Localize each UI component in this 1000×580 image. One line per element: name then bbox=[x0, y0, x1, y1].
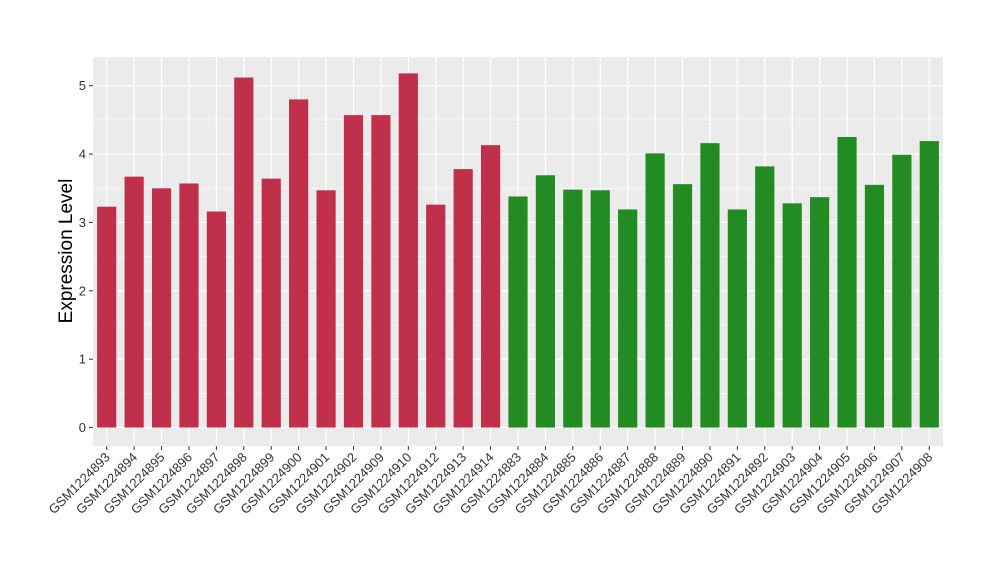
bar bbox=[289, 99, 309, 428]
bar bbox=[755, 166, 775, 428]
y-tick-label: 0 bbox=[79, 420, 86, 435]
y-tick-label: 5 bbox=[79, 78, 86, 93]
bar bbox=[97, 206, 117, 428]
bar bbox=[919, 141, 939, 428]
bar bbox=[508, 196, 528, 428]
bar bbox=[864, 184, 885, 428]
bar bbox=[782, 203, 802, 428]
bar bbox=[398, 73, 418, 428]
bar bbox=[810, 197, 830, 428]
y-tick-label: 1 bbox=[79, 352, 86, 367]
bar bbox=[206, 211, 226, 428]
bars bbox=[97, 73, 939, 428]
bar bbox=[124, 176, 144, 428]
bar bbox=[563, 189, 583, 428]
bar bbox=[480, 145, 501, 428]
bar bbox=[837, 136, 857, 428]
bar bbox=[426, 204, 446, 428]
bar bbox=[343, 115, 364, 428]
bar bbox=[892, 154, 912, 428]
y-tick-label: 2 bbox=[79, 283, 86, 298]
y-axis-title: Expression Level bbox=[56, 179, 77, 324]
bar bbox=[316, 190, 336, 428]
bar bbox=[371, 115, 391, 428]
bar bbox=[645, 153, 665, 428]
bar bbox=[234, 77, 254, 428]
bar bbox=[261, 178, 281, 428]
y-tick-label: 3 bbox=[79, 215, 86, 230]
bar bbox=[179, 183, 199, 428]
bar bbox=[590, 190, 610, 428]
bar bbox=[618, 209, 638, 428]
bar bbox=[535, 175, 556, 428]
x-axis: GSM1224893GSM1224894GSM1224895GSM1224896… bbox=[45, 446, 935, 517]
y-tick-label: 4 bbox=[79, 147, 86, 162]
bar bbox=[700, 143, 720, 428]
bar bbox=[672, 184, 693, 428]
bar bbox=[453, 169, 473, 428]
bar bbox=[151, 188, 172, 428]
y-axis: 0 1 2 3 4 5 bbox=[79, 78, 93, 435]
bar bbox=[727, 209, 747, 428]
